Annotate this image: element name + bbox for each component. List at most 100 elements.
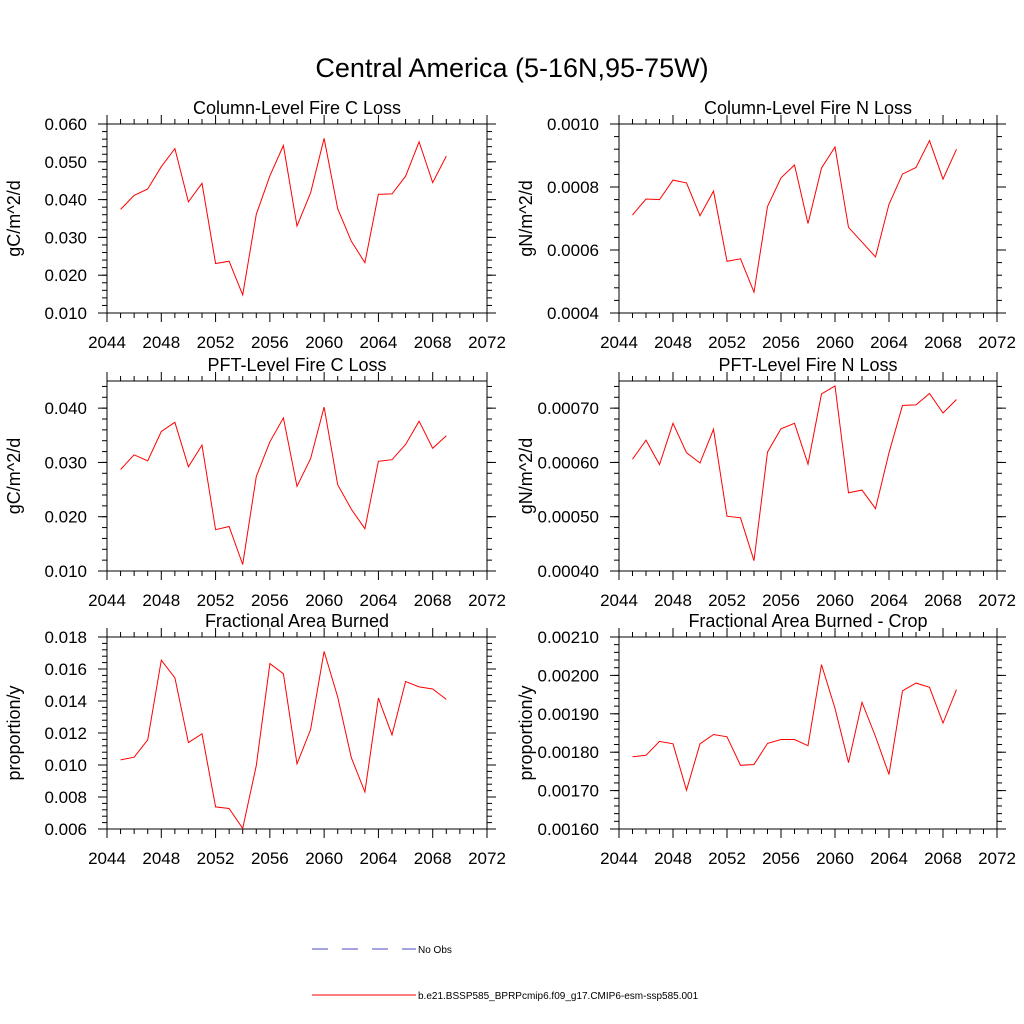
y-tick-label: 0.060 (44, 115, 87, 134)
series-line (632, 139, 957, 295)
y-tick-label: 0.0004 (547, 304, 599, 323)
x-tick-label: 2052 (197, 591, 235, 610)
y-tick-label: 0.00160 (538, 820, 599, 839)
x-tick-label: 2068 (414, 333, 452, 352)
main-title: Central America (5-16N,95-75W) (315, 53, 708, 83)
x-tick-label: 2064 (360, 849, 398, 868)
y-tick-label: 0.0010 (547, 115, 599, 134)
x-tick-label: 2072 (978, 591, 1016, 610)
x-tick-label: 2068 (414, 591, 452, 610)
x-tick-label: 2044 (88, 333, 126, 352)
y-tick-label: 0.00180 (538, 743, 599, 762)
x-tick-label: 2048 (142, 849, 180, 868)
y-tick-label: 0.00050 (538, 508, 599, 527)
x-tick-label: 2064 (870, 333, 908, 352)
y-tick-label: 0.030 (44, 453, 87, 472)
series-line (632, 664, 957, 792)
legend-obs-label: No Obs (418, 945, 452, 956)
x-tick-label: 2060 (816, 849, 854, 868)
y-tick-label: 0.012 (44, 724, 87, 743)
y-axis-label: gN/m^2/d (516, 180, 536, 256)
x-tick-label: 2044 (88, 849, 126, 868)
y-tick-label: 0.00210 (538, 628, 599, 647)
y-axis-label: gC/m^2/d (4, 438, 24, 514)
x-tick-label: 2060 (816, 333, 854, 352)
plot-frame (106, 636, 488, 830)
x-tick-label: 2056 (251, 591, 289, 610)
chart-panel: PFT-Level Fire C Loss gC/m^2/d 2044 2048 205… (4, 355, 506, 610)
series-line (120, 138, 447, 297)
y-tick-label: 0.010 (44, 304, 87, 323)
x-tick-label: 2056 (251, 849, 289, 868)
y-axis-label: proportion/y (516, 685, 536, 780)
x-tick-label: 2068 (924, 333, 962, 352)
x-tick-label: 2072 (978, 333, 1016, 352)
x-tick-label: 2048 (654, 333, 692, 352)
panel-title: Fractional Area Burned (205, 611, 389, 631)
chart-panel: Column-Level Fire N Loss gN/m^2/d 2044 2048… (516, 98, 1016, 352)
chart-panel: Column-Level Fire C Loss gC/m^2/d 2044 2048… (4, 98, 506, 352)
x-tick-label: 2056 (762, 849, 800, 868)
x-tick-label: 2060 (305, 333, 343, 352)
x-tick-label: 2052 (197, 849, 235, 868)
panel-title: Fractional Area Burned - Crop (688, 611, 927, 631)
x-tick-label: 2056 (251, 333, 289, 352)
legend: No Obs b.e21.BSSP585_BPRPcmip6.f09_g17.C… (312, 945, 699, 1002)
plot-frame (618, 636, 998, 830)
x-tick-label: 2064 (360, 591, 398, 610)
x-tick-label: 2072 (468, 333, 506, 352)
x-tick-label: 2056 (762, 333, 800, 352)
chart-panel: Fractional Area Burned - Crop proportion/… (516, 611, 1016, 868)
y-axis-label: gC/m^2/d (4, 180, 24, 256)
y-tick-label: 0.030 (44, 228, 87, 247)
y-tick-label: 0.016 (44, 660, 87, 679)
y-tick-label: 0.00060 (538, 453, 599, 472)
chart-panels: Column-Level Fire C Loss gC/m^2/d 2044 2048… (4, 98, 1016, 868)
series-line (632, 385, 957, 561)
y-axis-label: gN/m^2/d (516, 438, 536, 514)
chart-panel: Fractional Area Burned proportion/y 2044 20… (4, 611, 506, 868)
x-tick-label: 2060 (305, 591, 343, 610)
panel-title: Column-Level Fire C Loss (193, 98, 401, 118)
x-tick-label: 2048 (654, 849, 692, 868)
y-tick-label: 0.00040 (538, 562, 599, 581)
series-line (120, 651, 447, 830)
y-tick-label: 0.050 (44, 153, 87, 172)
y-tick-label: 0.020 (44, 266, 87, 285)
plot-frame (618, 123, 998, 314)
y-tick-label: 0.00190 (538, 705, 599, 724)
x-tick-label: 2068 (414, 849, 452, 868)
x-tick-label: 2048 (142, 591, 180, 610)
y-axis-label: proportion/y (4, 685, 24, 780)
x-tick-label: 2068 (924, 849, 962, 868)
x-tick-label: 2064 (870, 591, 908, 610)
plot-frame (106, 123, 488, 314)
y-tick-label: 0.00070 (538, 399, 599, 418)
x-tick-label: 2056 (762, 591, 800, 610)
y-tick-label: 0.0006 (547, 241, 599, 260)
x-tick-label: 2048 (654, 591, 692, 610)
y-tick-label: 0.010 (44, 756, 87, 775)
x-tick-label: 2072 (468, 849, 506, 868)
y-tick-label: 0.006 (44, 820, 87, 839)
x-tick-label: 2072 (468, 591, 506, 610)
y-tick-label: 0.040 (44, 399, 87, 418)
legend-model-label: b.e21.BSSP585_BPRPcmip6.f09_g17.CMIP6-es… (418, 991, 699, 1002)
y-tick-label: 0.0008 (547, 178, 599, 197)
x-tick-label: 2052 (708, 591, 746, 610)
x-tick-label: 2064 (360, 333, 398, 352)
y-tick-label: 0.040 (44, 191, 87, 210)
x-tick-label: 2044 (600, 333, 638, 352)
x-tick-label: 2048 (142, 333, 180, 352)
x-tick-label: 2068 (924, 591, 962, 610)
panel-title: PFT-Level Fire N Loss (718, 355, 897, 375)
x-tick-label: 2064 (870, 849, 908, 868)
series-line (120, 406, 447, 565)
x-tick-label: 2044 (88, 591, 126, 610)
y-tick-label: 0.008 (44, 788, 87, 807)
panel-title: Column-Level Fire N Loss (704, 98, 912, 118)
x-tick-label: 2060 (816, 591, 854, 610)
y-tick-label: 0.014 (44, 692, 87, 711)
x-tick-label: 2044 (600, 849, 638, 868)
